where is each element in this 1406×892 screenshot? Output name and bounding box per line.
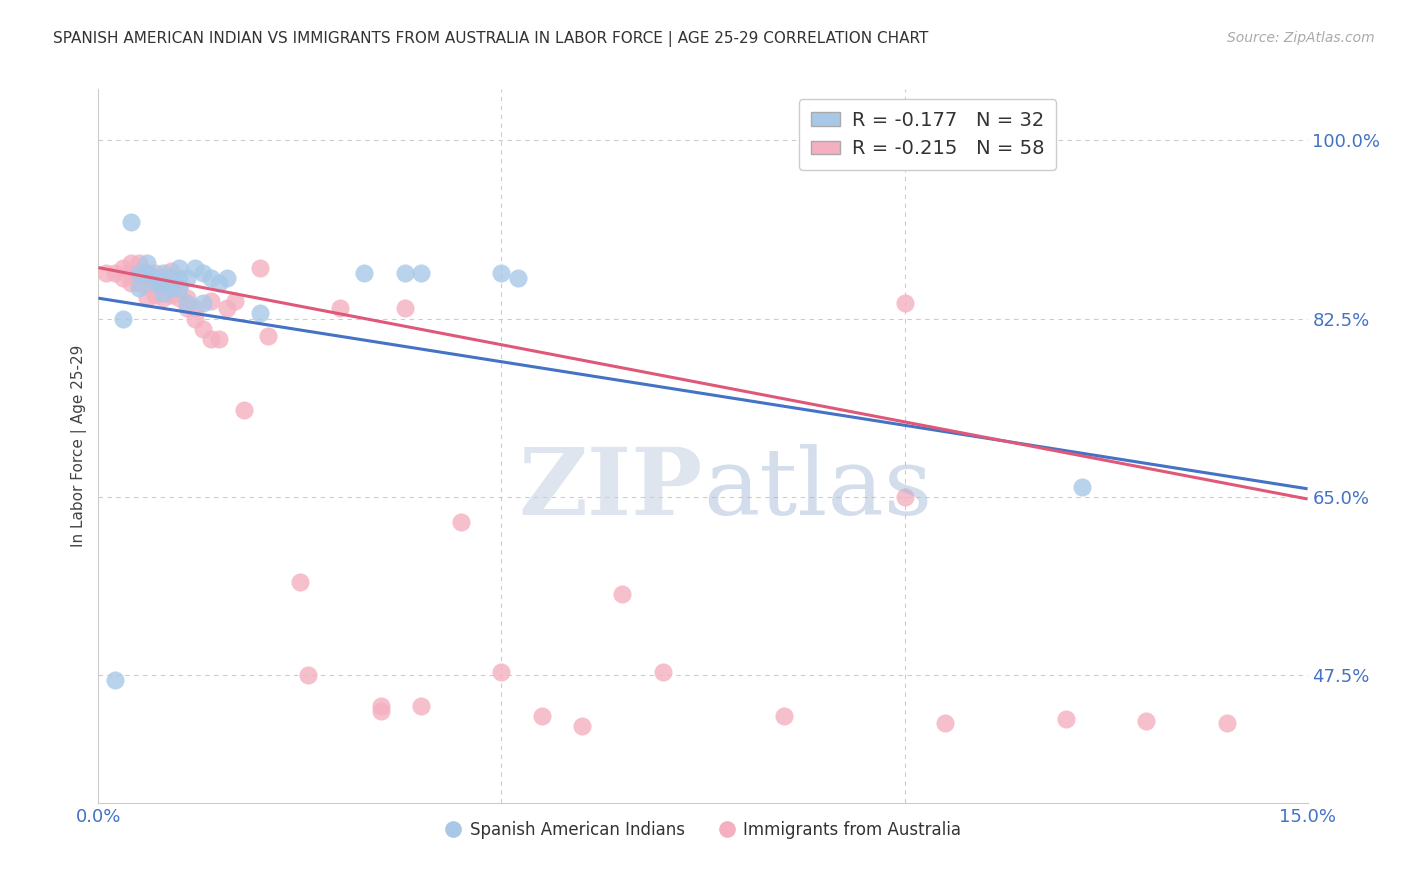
Point — [135, 277, 157, 292]
Point — [143, 270, 166, 285]
Point — [167, 281, 190, 295]
Point — [143, 288, 166, 302]
Point — [893, 490, 915, 504]
Point — [491, 266, 513, 280]
Point — [329, 301, 352, 316]
Point — [135, 266, 157, 280]
Point — [217, 270, 239, 285]
Point — [893, 296, 915, 310]
Point — [370, 704, 392, 718]
Point — [1216, 716, 1239, 731]
Point — [103, 673, 125, 688]
Point — [176, 270, 198, 285]
Point — [772, 709, 794, 723]
Point — [111, 311, 134, 326]
Point — [120, 215, 142, 229]
Point — [200, 332, 222, 346]
Point — [128, 266, 150, 280]
Point — [160, 281, 183, 295]
Point — [224, 294, 246, 309]
Point — [200, 270, 222, 285]
Text: ZIP: ZIP — [519, 444, 703, 533]
Point — [249, 306, 271, 320]
Point — [143, 276, 166, 290]
Point — [184, 311, 207, 326]
Point — [370, 698, 392, 713]
Point — [217, 301, 239, 316]
Point — [160, 263, 183, 277]
Point — [167, 281, 190, 295]
Point — [353, 266, 375, 280]
Point — [111, 270, 134, 285]
Point — [152, 276, 174, 290]
Point — [160, 288, 183, 302]
Legend: Spanish American Indians, Immigrants from Australia: Spanish American Indians, Immigrants fro… — [439, 814, 967, 846]
Point — [208, 332, 231, 346]
Point — [152, 286, 174, 301]
Point — [651, 665, 673, 680]
Point — [288, 574, 311, 589]
Point — [176, 296, 198, 310]
Point — [120, 276, 142, 290]
Point — [167, 270, 190, 285]
Point — [934, 716, 956, 731]
Point — [167, 260, 190, 275]
Point — [152, 291, 174, 305]
Point — [128, 255, 150, 269]
Point — [530, 709, 553, 723]
Point — [249, 260, 271, 275]
Y-axis label: In Labor Force | Age 25-29: In Labor Force | Age 25-29 — [72, 345, 87, 547]
Point — [394, 301, 416, 316]
Point — [96, 266, 118, 280]
Point — [135, 270, 157, 285]
Point — [409, 698, 432, 713]
Point — [167, 291, 190, 305]
Point — [135, 291, 157, 305]
Point — [571, 719, 593, 733]
Point — [135, 266, 157, 280]
Point — [128, 266, 150, 280]
Point — [176, 301, 198, 316]
Point — [450, 516, 472, 530]
Point — [135, 255, 157, 269]
Point — [143, 276, 166, 290]
Point — [193, 322, 215, 336]
Point — [193, 296, 215, 310]
Point — [1070, 480, 1092, 494]
Point — [612, 587, 634, 601]
Point — [160, 270, 183, 285]
Point — [232, 403, 254, 417]
Point — [103, 266, 125, 280]
Point — [256, 329, 278, 343]
Text: SPANISH AMERICAN INDIAN VS IMMIGRANTS FROM AUSTRALIA IN LABOR FORCE | AGE 25-29 : SPANISH AMERICAN INDIAN VS IMMIGRANTS FR… — [53, 31, 929, 47]
Point — [176, 291, 198, 305]
Point — [111, 260, 134, 275]
Point — [506, 270, 529, 285]
Point — [491, 665, 513, 680]
Text: Source: ZipAtlas.com: Source: ZipAtlas.com — [1227, 31, 1375, 45]
Point — [152, 270, 174, 285]
Point — [1054, 712, 1077, 726]
Text: atlas: atlas — [703, 444, 932, 533]
Point — [297, 668, 319, 682]
Point — [193, 266, 215, 280]
Point — [160, 277, 183, 292]
Point — [120, 255, 142, 269]
Point — [128, 281, 150, 295]
Point — [1135, 714, 1157, 729]
Point — [208, 276, 231, 290]
Point — [184, 260, 207, 275]
Point — [200, 294, 222, 309]
Point — [152, 281, 174, 295]
Point — [152, 266, 174, 280]
Point — [128, 276, 150, 290]
Point — [143, 266, 166, 280]
Point — [394, 266, 416, 280]
Point — [409, 266, 432, 280]
Point — [120, 266, 142, 280]
Point — [184, 301, 207, 316]
